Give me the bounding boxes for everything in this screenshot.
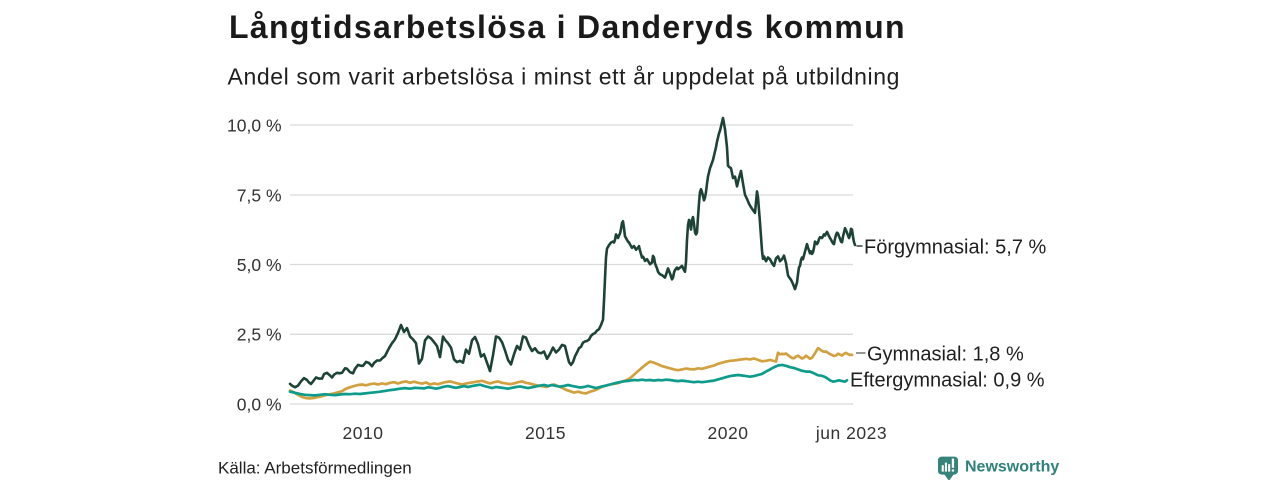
svg-text:Andel som varit arbetslösa i m: Andel som varit arbetslösa i minst ett å… xyxy=(228,64,901,90)
svg-text:Långtidsarbetslösa i Danderyds: Långtidsarbetslösa i Danderyds kommun xyxy=(229,9,906,45)
svg-text:2020: 2020 xyxy=(708,423,749,443)
svg-text:Newsworthy: Newsworthy xyxy=(965,458,1059,475)
svg-text:10,0 %: 10,0 % xyxy=(227,115,281,135)
svg-text:Eftergymnasial: 0,9 %: Eftergymnasial: 0,9 % xyxy=(850,369,1045,391)
svg-text:Källa: Arbetsförmedlingen: Källa: Arbetsförmedlingen xyxy=(218,459,412,478)
svg-text:7,5 %: 7,5 % xyxy=(237,185,282,205)
svg-text:2015: 2015 xyxy=(525,423,566,443)
svg-text:0,0 %: 0,0 % xyxy=(237,394,282,414)
svg-text:jun 2023: jun 2023 xyxy=(815,423,887,443)
svg-text:Gymnasial: 1,8 %: Gymnasial: 1,8 % xyxy=(867,343,1024,365)
svg-text:Förgymnasial: 5,7 %: Förgymnasial: 5,7 % xyxy=(864,237,1047,259)
svg-text:2010: 2010 xyxy=(343,423,384,443)
svg-text:5,0 %: 5,0 % xyxy=(237,255,282,275)
svg-text:2,5 %: 2,5 % xyxy=(237,325,282,345)
